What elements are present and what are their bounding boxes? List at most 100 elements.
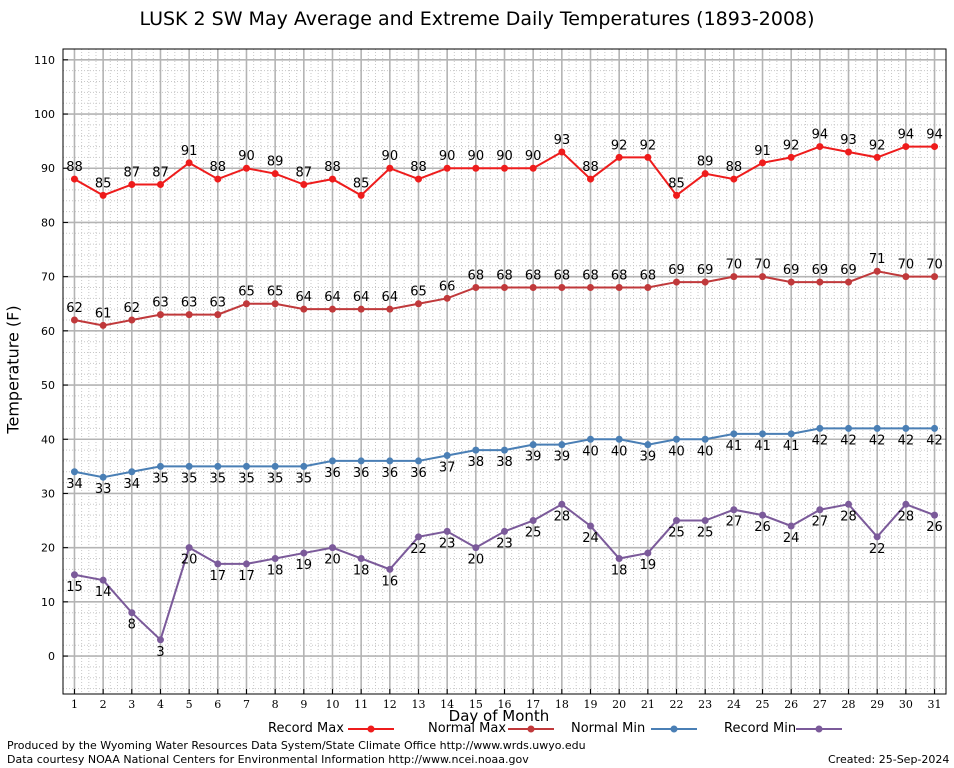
- data-label-record-max: 90: [382, 149, 399, 164]
- data-label-normal-max: 68: [640, 268, 657, 283]
- data-point-record-min: [414, 533, 422, 541]
- data-label-record-min: 8: [128, 618, 136, 633]
- data-point-record-max: [242, 164, 250, 172]
- data-point-normal-max: [414, 300, 422, 308]
- data-label-record-min: 23: [439, 536, 456, 551]
- data-label-record-max: 87: [124, 166, 141, 181]
- data-label-normal-min: 40: [582, 444, 599, 459]
- data-label-record-min: 17: [238, 569, 255, 584]
- data-label-normal-max: 68: [582, 268, 599, 283]
- legend-label-record-max: Record Max: [268, 721, 344, 736]
- data-point-record-max: [357, 191, 365, 199]
- data-point-record-max: [701, 170, 709, 178]
- data-label-normal-max: 63: [181, 296, 198, 311]
- data-label-normal-max: 63: [210, 296, 227, 311]
- data-label-normal-max: 64: [296, 290, 313, 305]
- data-point-normal-min: [644, 441, 652, 449]
- data-point-record-max: [328, 175, 336, 183]
- x-tick-label: 8: [272, 698, 279, 711]
- data-label-record-min: 17: [210, 569, 227, 584]
- data-point-normal-max: [673, 278, 681, 286]
- data-label-record-min: 15: [66, 580, 83, 595]
- data-label-record-max: 88: [324, 160, 341, 175]
- data-label-record-max: 90: [439, 149, 456, 164]
- data-point-normal-min: [673, 435, 681, 443]
- data-label-record-max: 94: [898, 128, 915, 143]
- data-label-normal-max: 69: [812, 263, 829, 278]
- y-tick-label: 100: [34, 108, 55, 121]
- data-point-normal-max: [501, 283, 508, 291]
- data-label-record-min: 14: [95, 585, 112, 600]
- data-point-record-min: [271, 554, 279, 562]
- x-tick-label: 16: [498, 698, 512, 711]
- data-point-record-min: [787, 522, 795, 530]
- data-point-record-max: [615, 153, 623, 161]
- data-point-normal-min: [443, 452, 451, 460]
- data-point-normal-min: [99, 473, 107, 481]
- data-label-normal-max: 70: [926, 258, 943, 273]
- data-label-normal-min: 36: [324, 466, 341, 481]
- footer-credit-line: Produced by the Wyoming Water Resources …: [7, 739, 586, 752]
- data-point-record-min: [644, 549, 652, 557]
- data-label-normal-min: 42: [840, 433, 857, 448]
- data-label-normal-max: 65: [238, 285, 255, 300]
- x-tick-label: 10: [325, 698, 339, 711]
- data-point-normal-max: [328, 305, 336, 313]
- data-label-record-max: 92: [611, 138, 628, 153]
- data-label-normal-max: 68: [611, 268, 628, 283]
- data-point-record-min: [759, 511, 767, 519]
- data-point-record-min: [242, 560, 250, 568]
- data-label-record-max: 91: [181, 144, 198, 159]
- data-label-normal-max: 69: [840, 263, 857, 278]
- data-point-record-max: [787, 153, 795, 161]
- data-label-record-max: 90: [525, 149, 542, 164]
- data-point-record-min: [902, 500, 910, 508]
- data-label-record-max: 88: [726, 160, 743, 175]
- data-label-normal-min: 42: [812, 433, 829, 448]
- data-point-record-min: [558, 500, 566, 508]
- x-tick-label: 12: [383, 698, 397, 711]
- data-label-normal-max: 65: [267, 285, 284, 300]
- data-label-normal-min: 40: [697, 444, 714, 459]
- data-label-record-max: 88: [582, 160, 599, 175]
- data-point-record-min: [185, 544, 193, 552]
- data-point-normal-max: [845, 278, 853, 286]
- data-point-normal-max: [472, 283, 480, 291]
- data-label-normal-min: 35: [296, 471, 313, 486]
- data-label-record-max: 94: [926, 128, 943, 143]
- data-point-normal-max: [558, 283, 566, 291]
- data-point-normal-min: [271, 462, 279, 470]
- data-label-normal-max: 61: [95, 306, 112, 321]
- data-point-normal-min: [156, 462, 164, 470]
- data-point-record-min: [730, 506, 738, 514]
- data-label-normal-min: 42: [926, 433, 943, 448]
- data-label-record-min: 28: [898, 509, 915, 524]
- x-tick-label: 6: [214, 698, 221, 711]
- legend-label-normal-max: Normal Max: [428, 721, 507, 736]
- data-label-normal-min: 35: [152, 471, 169, 486]
- data-label-record-min: 22: [410, 542, 427, 557]
- data-point-record-min: [300, 549, 308, 557]
- data-point-normal-min: [902, 424, 910, 432]
- x-tick-label: 2: [100, 698, 107, 711]
- data-point-record-max: [730, 175, 738, 183]
- data-point-normal-max: [185, 311, 193, 319]
- data-label-record-min: 18: [267, 563, 284, 578]
- data-point-normal-max: [529, 283, 537, 291]
- data-point-record-min: [529, 517, 537, 525]
- data-label-record-max: 89: [697, 155, 714, 170]
- data-label-normal-min: 39: [640, 450, 657, 465]
- data-point-record-max: [386, 164, 394, 172]
- data-point-normal-max: [357, 305, 365, 313]
- data-label-record-min: 27: [726, 515, 743, 530]
- data-point-normal-min: [529, 441, 537, 449]
- data-point-record-max: [529, 164, 537, 172]
- series-normal-min: 34 33 34 35 35 35 35 35 35 36 36 36 36 37 38 38 39 39 40 40…: [66, 424, 943, 497]
- legend-marker-normal-max: [527, 725, 535, 733]
- x-axis-label: Day of Month: [448, 707, 550, 725]
- data-label-record-max: 87: [152, 166, 169, 181]
- x-tick-label: 18: [555, 698, 569, 711]
- data-point-record-min: [214, 560, 222, 568]
- x-tick-label: 20: [612, 698, 626, 711]
- data-label-normal-min: 34: [66, 477, 83, 492]
